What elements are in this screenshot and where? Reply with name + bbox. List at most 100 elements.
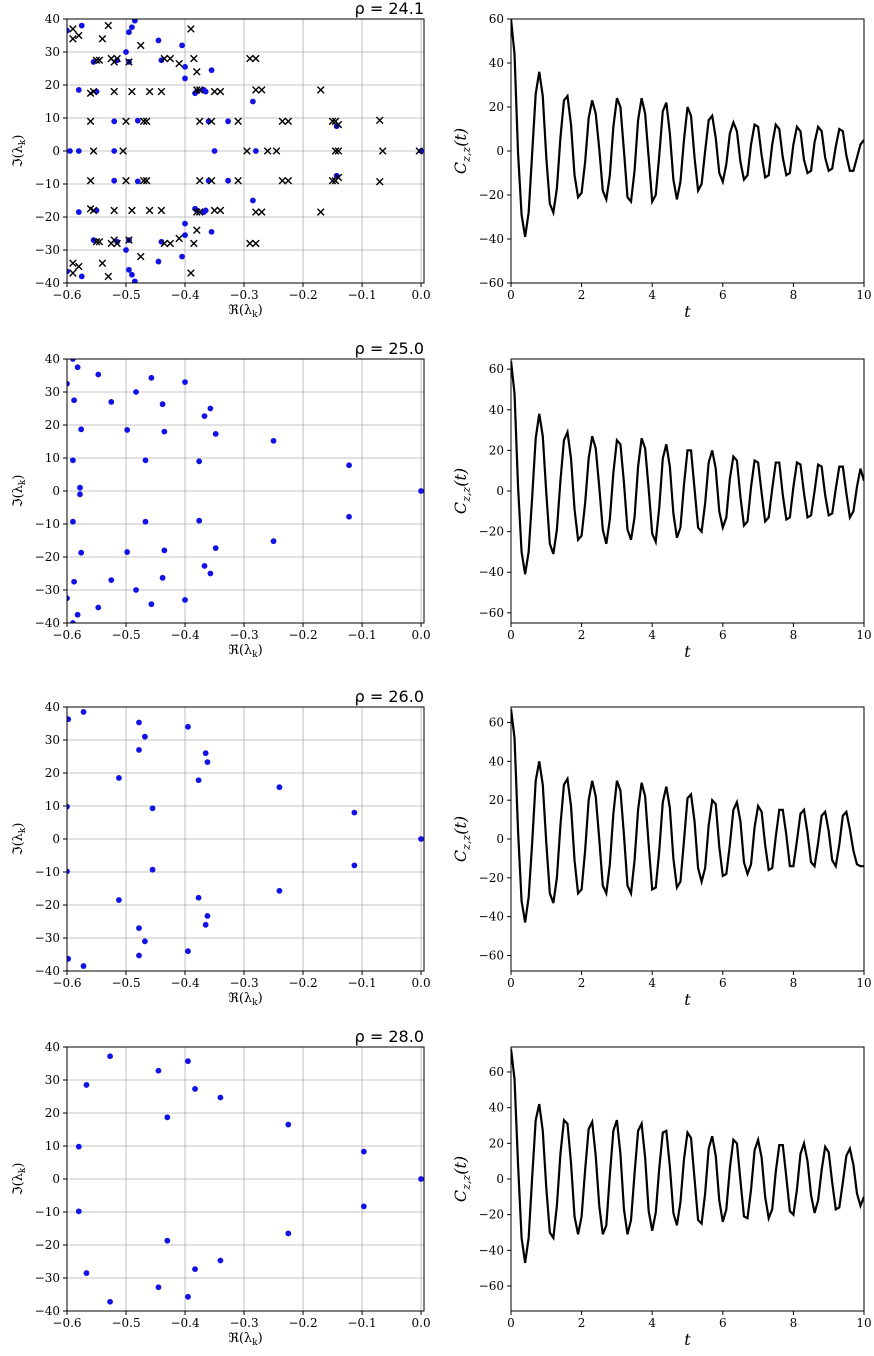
- x-tick-label: 0: [507, 1316, 515, 1330]
- eigenvalue-cross: [210, 206, 219, 215]
- eigenvalue-point: [70, 457, 76, 464]
- eigenvalue-cross: [252, 239, 260, 248]
- eigenvalue-cross: [157, 87, 166, 96]
- x-tick-label: −0.4: [170, 976, 200, 990]
- eigenvalue-point: [71, 578, 77, 585]
- eigenvalue-point: [111, 118, 118, 125]
- eigenvalue-point: [249, 197, 256, 204]
- eigenvalue-point: [159, 401, 166, 408]
- eigenvalue-cross: [175, 234, 183, 243]
- eigenvalue-cross: [257, 208, 266, 216]
- eigenvalue-point: [67, 868, 70, 875]
- y-tick-label: −60: [479, 948, 504, 962]
- y-tick-label: 0: [52, 484, 60, 498]
- y-tick-label: 20: [489, 1136, 504, 1150]
- y-tick-label: 0: [496, 484, 504, 498]
- eigenvalue-cross: [216, 206, 225, 215]
- x-tick-label: −0.6: [52, 288, 81, 302]
- eigenvalue-cross: [113, 54, 121, 63]
- eigenvalue-cross: [107, 54, 116, 63]
- eigenvalue-point: [108, 577, 115, 583]
- y-tick-label: 40: [489, 754, 504, 768]
- eigenvalue-cross: [328, 117, 337, 126]
- eigenvalue-cross: [246, 54, 254, 63]
- eigenvalue-cross: [86, 176, 95, 185]
- y-tick-label: 60: [489, 716, 504, 730]
- x-tick-label: 10: [856, 976, 871, 990]
- eigenvalue-cross: [246, 239, 254, 248]
- x-tick-label: 10: [856, 1316, 871, 1330]
- eigenvalue-point: [78, 22, 85, 29]
- eigenvalue-point: [141, 938, 148, 945]
- eigenvalue-cross: [142, 176, 151, 185]
- eigenvalue-point: [204, 912, 211, 919]
- eigenvalue-point: [90, 237, 97, 244]
- eigenvalue-cross: [75, 262, 83, 271]
- eigenvalue-point: [418, 836, 424, 842]
- eigenvalue-point: [133, 389, 139, 395]
- x-axis-label: ℜ(λk): [228, 643, 262, 660]
- panel-title: ρ = 26.0: [355, 687, 424, 706]
- y-tick-label: 20: [45, 78, 60, 92]
- eigenvalue-point: [77, 491, 83, 498]
- eigenvalue-point: [161, 428, 168, 435]
- eigenvalue-point: [192, 90, 198, 97]
- eigenvalue-point: [182, 220, 188, 227]
- eigenvalue-point: [126, 266, 132, 273]
- x-tick-label: 0.0: [412, 628, 431, 642]
- eigenvalue-point: [179, 42, 185, 49]
- eigenvalue-point: [111, 177, 118, 184]
- x-tick-label: 6: [719, 628, 727, 642]
- x-tick-label: −0.5: [111, 976, 140, 990]
- eigenvalue-point: [202, 921, 209, 928]
- eigenvalue-point: [107, 1053, 113, 1060]
- eigenvalue-cross: [110, 206, 119, 215]
- eigenvalue-point: [78, 426, 85, 433]
- eigenvalue-point: [195, 777, 202, 784]
- eigenvalue-point: [70, 518, 76, 525]
- eigenvalue-point: [124, 427, 131, 433]
- y-tick-label: −20: [35, 550, 60, 564]
- x-tick-label: 4: [648, 288, 656, 302]
- y-tick-label: −40: [35, 276, 60, 290]
- eigenvalue-point: [346, 462, 352, 469]
- eigenvalue-point: [212, 545, 219, 551]
- eigenvalue-cross: [86, 204, 95, 213]
- x-tick-label: 2: [578, 288, 586, 302]
- x-tick-label: 4: [648, 976, 656, 990]
- eigenvalue-point: [133, 587, 139, 593]
- eigenvalue-point: [201, 563, 208, 569]
- eigenvalue-point: [75, 1208, 82, 1215]
- x-tick-label: 8: [790, 288, 798, 302]
- eigenvalue-point: [196, 517, 203, 524]
- y-tick-label: 30: [45, 385, 60, 399]
- eigenvalue-point: [158, 238, 165, 245]
- eigenvalue-point: [155, 37, 162, 44]
- eigenvalue-cross: [195, 117, 204, 126]
- eigenvalue-point: [418, 488, 424, 494]
- eigenvalue-cross: [69, 269, 77, 277]
- eigenvalue-cross: [216, 87, 225, 96]
- y-tick-label: −10: [35, 177, 60, 191]
- eigenvalue-cross: [193, 226, 201, 234]
- eigenvalue-point: [225, 118, 231, 125]
- x-tick-label: −0.5: [111, 288, 140, 302]
- eigenvalue-point: [285, 1121, 292, 1128]
- correlation-panel: 0 2 4 6 8 10 −60 −40 −20 0 20 40 60 t Cz,z(t): [451, 706, 872, 1009]
- eigenvalue-cross: [145, 87, 154, 96]
- x-axis-label: ℜ(λk): [228, 1331, 262, 1348]
- eigenvalue-point: [70, 620, 76, 623]
- y-tick-label: 0: [496, 144, 504, 158]
- eigenvalue-point: [83, 1270, 90, 1276]
- eigenvalue-point: [80, 709, 87, 715]
- eigenvalue-point: [107, 1298, 113, 1305]
- y-axis-label: ℑ(λk): [11, 475, 28, 508]
- eigenvalue-point: [123, 49, 129, 55]
- eigenvalue-point: [212, 431, 219, 437]
- eigenvalue-point: [129, 24, 135, 31]
- eigenvalue-point: [185, 1058, 191, 1065]
- x-tick-label: −0.4: [170, 628, 200, 642]
- eigenvalue-cross: [195, 208, 204, 216]
- eigenvalue-point: [208, 228, 215, 235]
